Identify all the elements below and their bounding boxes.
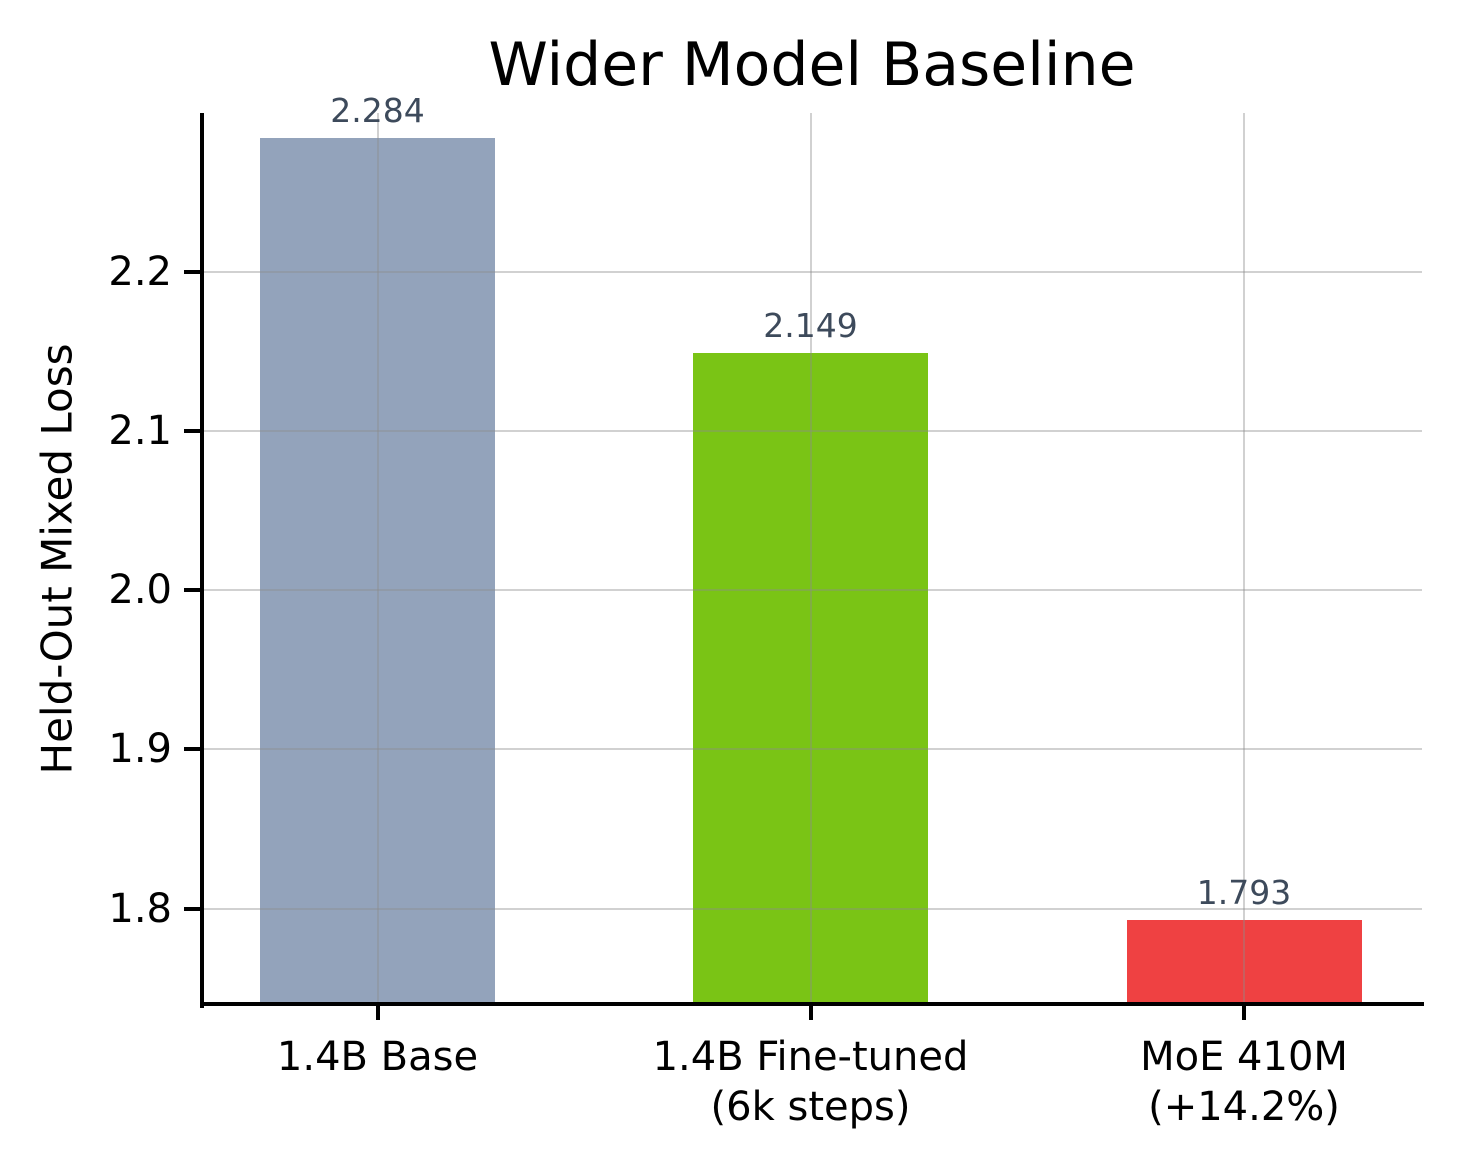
- h-gridline: [202, 430, 1422, 433]
- bar: [1126, 919, 1362, 1004]
- y-tick-mark: [184, 429, 202, 434]
- x-tick-label: MoE 410M (+14.2%): [994, 1032, 1463, 1132]
- bar-value-label: 2.284: [330, 91, 425, 131]
- y-axis-spine: [200, 113, 204, 1008]
- x-tick-mark: [1242, 1004, 1246, 1020]
- v-gridline: [376, 113, 379, 1004]
- y-tick-mark: [184, 906, 202, 911]
- h-gridline: [202, 589, 1422, 592]
- y-tick-label: 1.9: [108, 726, 172, 773]
- x-tick-label-line: (+14.2%): [1148, 1084, 1340, 1130]
- y-tick-label: 1.8: [108, 885, 172, 932]
- x-tick-label: 1.4B Base: [128, 1032, 628, 1082]
- x-tick-label-line: MoE 410M: [1140, 1034, 1348, 1080]
- x-tick-label-line: 1.4B Fine-tuned: [652, 1034, 969, 1080]
- x-tick-label-line: (6k steps): [710, 1084, 911, 1130]
- x-axis-spine: [200, 1002, 1424, 1006]
- y-tick-label: 2.0: [108, 567, 172, 614]
- x-tick-label-line: 1.4B Base: [276, 1034, 479, 1080]
- v-gridline: [1243, 113, 1245, 1004]
- y-tick-label: 2.1: [108, 408, 172, 455]
- y-tick-mark: [184, 588, 202, 593]
- bar: [260, 138, 495, 1004]
- x-tick-label: 1.4B Fine-tuned (6k steps): [561, 1032, 1061, 1132]
- chart-title: Wider Model Baseline: [488, 30, 1136, 100]
- bar-value-label: 2.149: [763, 306, 858, 346]
- h-gridline: [202, 907, 1422, 910]
- h-gridline: [202, 271, 1422, 274]
- y-tick-mark: [184, 270, 202, 275]
- v-gridline: [809, 113, 812, 1004]
- x-tick-mark: [808, 1004, 813, 1020]
- y-tick-mark: [184, 747, 202, 752]
- x-tick-mark: [375, 1004, 380, 1020]
- y-tick-label: 2.2: [108, 249, 172, 296]
- h-gridline: [202, 748, 1422, 751]
- bar: [693, 353, 928, 1004]
- bar-value-label: 1.793: [1196, 872, 1292, 912]
